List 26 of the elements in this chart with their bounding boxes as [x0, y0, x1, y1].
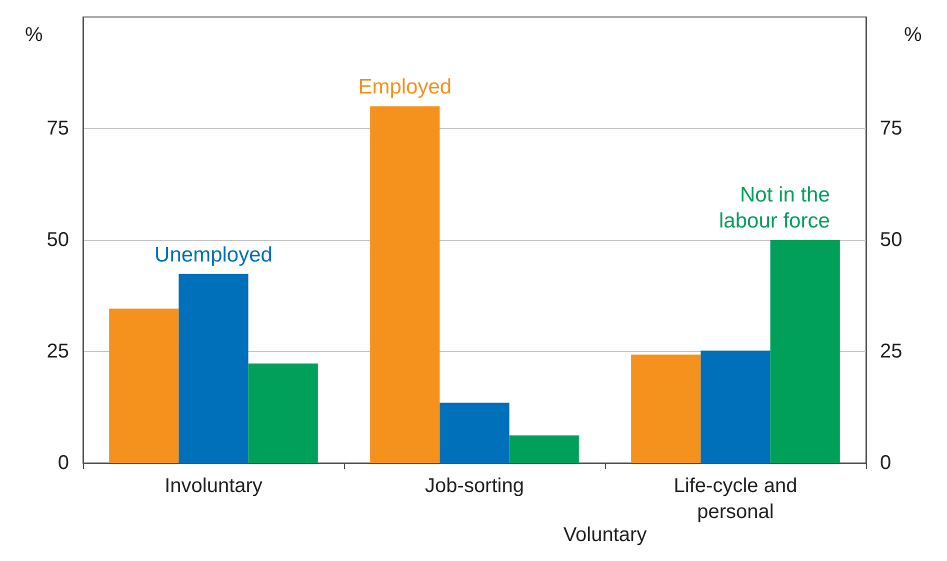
bar [770, 240, 840, 463]
x-tick-label: Involuntary [164, 475, 262, 497]
y2-axis-title: % [904, 24, 922, 46]
y-tick-label: 50 [46, 229, 69, 251]
bar [440, 402, 510, 463]
series-label: Not in the labour force [718, 184, 830, 232]
bar [370, 106, 440, 463]
y2-tick-label: 25 [880, 340, 902, 362]
y-tick-label: 0 [58, 452, 69, 474]
y2-tick-label: 75 [880, 118, 902, 140]
bar [248, 364, 318, 463]
bar [178, 274, 248, 463]
text: Voluntary [563, 524, 647, 546]
bar [109, 308, 179, 463]
y2-tick-label: 50 [880, 229, 902, 251]
y2-tick-label: 0 [880, 452, 892, 474]
y-tick-label: 25 [46, 340, 69, 362]
bar [631, 354, 701, 463]
series-label: Unemployed [154, 243, 272, 266]
series-label: Employed [358, 76, 452, 99]
y-axis-title: % [25, 24, 43, 46]
x-tick-label: Life-cycle and personal [674, 475, 798, 523]
bar [509, 435, 579, 463]
bar [700, 350, 770, 463]
x-tick-label: Job-sorting [425, 475, 524, 497]
y-tick-label: 75 [46, 118, 69, 140]
